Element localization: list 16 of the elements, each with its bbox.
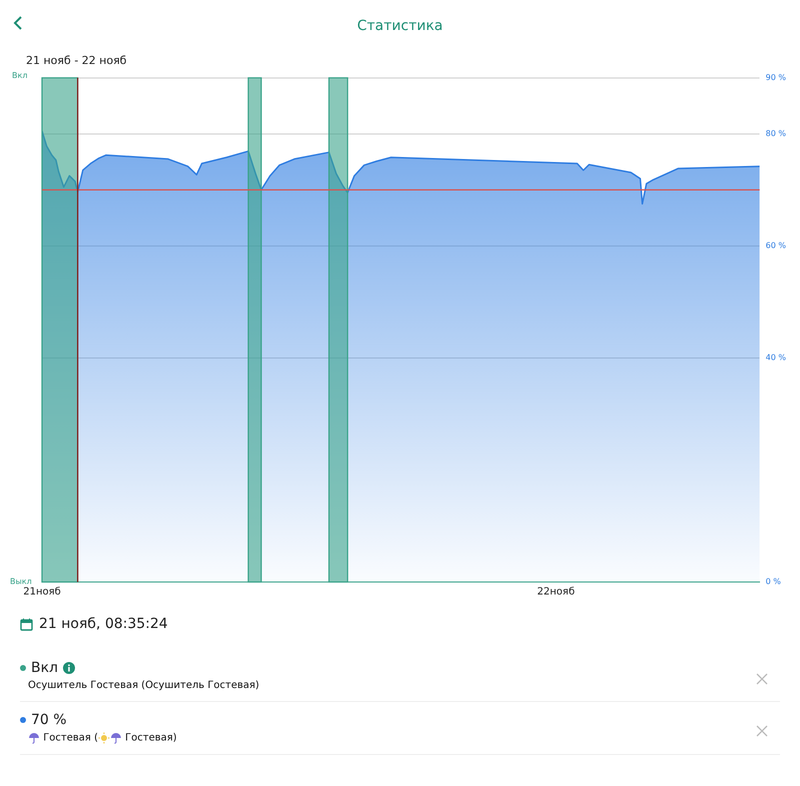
text: 21 нояб, 08:35:24 [39, 616, 168, 632]
text: Выкл [10, 577, 32, 586]
chart-subtitle: 21 нояб - 22 нояб [26, 54, 128, 67]
text: 70 % [31, 712, 67, 728]
x-tick-label: 22нояб [537, 586, 575, 598]
x-tick-label: 21нояб [23, 586, 61, 598]
chart-title: Статистика [357, 18, 443, 34]
y-tick-label: 40 % [766, 352, 786, 362]
y-tick-label: 90 % [766, 72, 786, 82]
text: Вкл [31, 660, 58, 676]
y-tick-label: 0 % [766, 577, 782, 586]
y-tick-label: 60 % [766, 240, 786, 250]
text: Гостевая ( Гостевая) [43, 732, 177, 744]
y-tick-label: 80 % [766, 128, 786, 138]
text: Вкл [12, 71, 28, 80]
text: Осушитель Гостевая (Осушитель Гостевая) [28, 680, 260, 691]
